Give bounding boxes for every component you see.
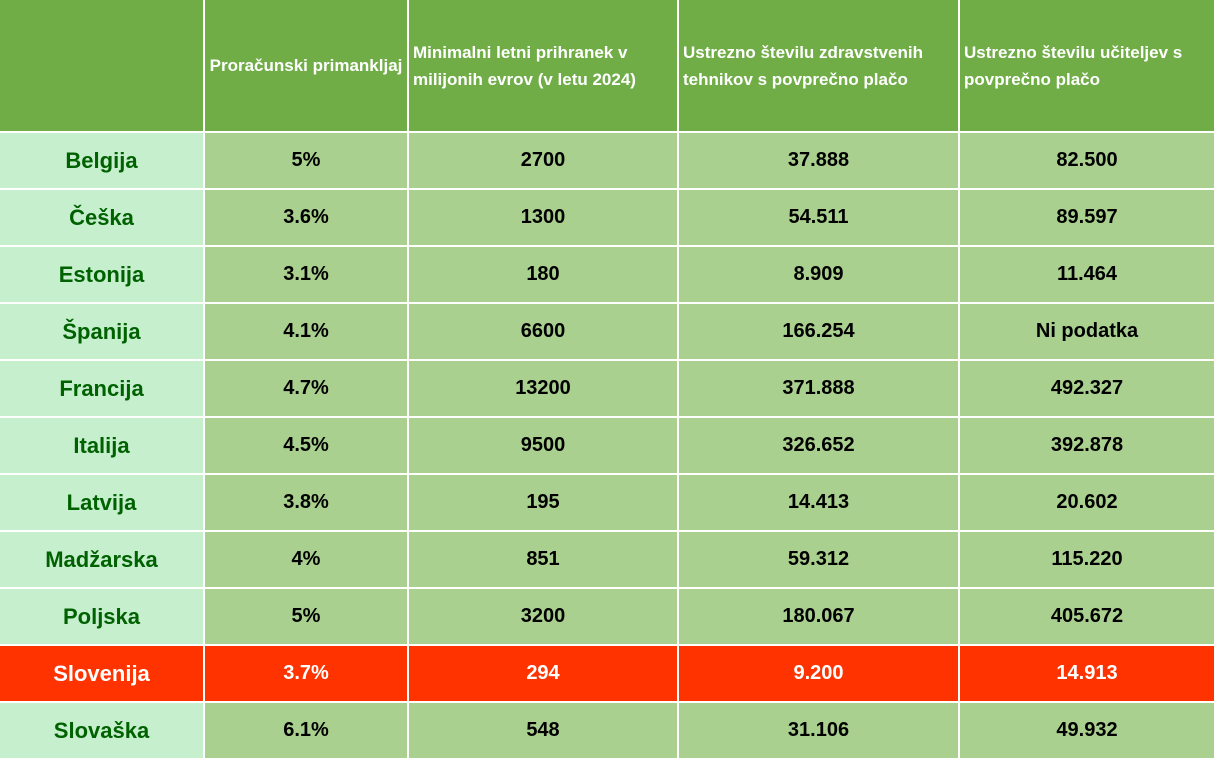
health-technicians-cell: 166.254: [678, 303, 960, 361]
savings-cell: 180: [408, 246, 679, 304]
table-row: Belgija 5% 2700 37.888 82.500: [0, 132, 1214, 190]
header-teachers: Ustrezno številu učiteljev s povprečno p…: [959, 0, 1214, 133]
header-health-technicians: Ustrezno številu zdravstvenih tehnikov s…: [678, 0, 960, 133]
table-row: Poljska 5% 3200 180.067 405.672: [0, 588, 1214, 646]
header-budget-deficit: Proračunski primankljaj: [204, 0, 409, 133]
country-cell: Slovenija: [0, 645, 205, 703]
table-row: Slovenija 3.7% 294 9.200 14.913: [0, 645, 1214, 703]
deficit-cell: 4.1%: [204, 303, 409, 361]
savings-cell: 3200: [408, 588, 679, 646]
health-technicians-cell: 326.652: [678, 417, 960, 475]
table-row: Češka 3.6% 1300 54.511 89.597: [0, 189, 1214, 247]
country-cell: Češka: [0, 189, 205, 247]
deficit-cell: 4.5%: [204, 417, 409, 475]
deficit-cell: 3.8%: [204, 474, 409, 532]
health-technicians-cell: 31.106: [678, 702, 960, 760]
health-technicians-cell: 14.413: [678, 474, 960, 532]
teachers-cell: 492.327: [959, 360, 1214, 418]
deficit-cell: 3.7%: [204, 645, 409, 703]
savings-cell: 9500: [408, 417, 679, 475]
deficit-cell: 3.1%: [204, 246, 409, 304]
health-technicians-cell: 180.067: [678, 588, 960, 646]
header-minimum-annual-savings: Minimalni letni prihranek v milijonih ev…: [408, 0, 679, 133]
teachers-cell: 20.602: [959, 474, 1214, 532]
country-cell: Latvija: [0, 474, 205, 532]
savings-cell: 2700: [408, 132, 679, 190]
table-row: Francija 4.7% 13200 371.888 492.327: [0, 360, 1214, 418]
country-cell: Belgija: [0, 132, 205, 190]
savings-cell: 548: [408, 702, 679, 760]
deficit-cell: 5%: [204, 588, 409, 646]
table-row: Italija 4.5% 9500 326.652 392.878: [0, 417, 1214, 475]
teachers-cell: 82.500: [959, 132, 1214, 190]
savings-cell: 195: [408, 474, 679, 532]
table-row: Španija 4.1% 6600 166.254 Ni podatka: [0, 303, 1214, 361]
deficit-cell: 3.6%: [204, 189, 409, 247]
savings-cell: 6600: [408, 303, 679, 361]
deficit-cell: 4%: [204, 531, 409, 589]
health-technicians-cell: 37.888: [678, 132, 960, 190]
teachers-cell: 115.220: [959, 531, 1214, 589]
header-empty-cell: [0, 0, 205, 133]
table-row: Madžarska 4% 851 59.312 115.220: [0, 531, 1214, 589]
savings-cell: 1300: [408, 189, 679, 247]
country-cell: Madžarska: [0, 531, 205, 589]
health-technicians-cell: 54.511: [678, 189, 960, 247]
teachers-cell: 49.932: [959, 702, 1214, 760]
country-cell: Estonija: [0, 246, 205, 304]
header-row: Proračunski primankljaj Minimalni letni …: [0, 0, 1214, 133]
country-cell: Španija: [0, 303, 205, 361]
savings-cell: 13200: [408, 360, 679, 418]
teachers-cell: 392.878: [959, 417, 1214, 475]
teachers-cell: 405.672: [959, 588, 1214, 646]
table-row: Slovaška 6.1% 548 31.106 49.932: [0, 702, 1214, 760]
teachers-cell: 89.597: [959, 189, 1214, 247]
health-technicians-cell: 59.312: [678, 531, 960, 589]
deficit-cell: 6.1%: [204, 702, 409, 760]
country-cell: Slovaška: [0, 702, 205, 760]
table-body: Belgija 5% 2700 37.888 82.500 Češka 3.6% 1300 54…: [0, 132, 1214, 760]
savings-cell: 294: [408, 645, 679, 703]
country-cell: Francija: [0, 360, 205, 418]
table-row: Estonija 3.1% 180 8.909 11.464: [0, 246, 1214, 304]
health-technicians-cell: 9.200: [678, 645, 960, 703]
deficit-cell: 4.7%: [204, 360, 409, 418]
deficit-cell: 5%: [204, 132, 409, 190]
table-row: Latvija 3.8% 195 14.413 20.602: [0, 474, 1214, 532]
health-technicians-cell: 8.909: [678, 246, 960, 304]
health-technicians-cell: 371.888: [678, 360, 960, 418]
country-cell: Poljska: [0, 588, 205, 646]
savings-cell: 851: [408, 531, 679, 589]
teachers-cell: 11.464: [959, 246, 1214, 304]
teachers-cell: 14.913: [959, 645, 1214, 703]
teachers-cell: Ni podatka: [959, 303, 1214, 361]
country-cell: Italija: [0, 417, 205, 475]
